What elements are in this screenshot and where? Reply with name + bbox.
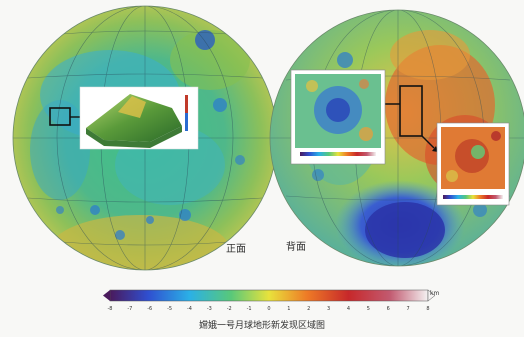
colorbar-tick-label: -5	[167, 306, 173, 312]
colorbar-tick-label: 4	[346, 306, 351, 312]
colorbar-tick-label: -8	[107, 306, 113, 312]
near-side-label: 正面	[226, 244, 246, 255]
colorbar-tick-label: 6	[386, 306, 390, 312]
colorbar-tick-label: -6	[147, 306, 153, 312]
colorbar-tick-label: 7	[406, 306, 410, 312]
colorbar-tick-label: -4	[187, 306, 192, 312]
colorbar-tick-label: -2	[226, 306, 232, 312]
colorbar-unit: km	[430, 290, 440, 297]
colorbar-tick-label: 2	[307, 306, 311, 312]
colorbar-tick-label: 5	[366, 306, 370, 312]
far-side-label: 背面	[286, 242, 306, 253]
colorbar-tick-label: -3	[206, 306, 212, 312]
colorbar-tick-label: -7	[127, 306, 133, 312]
crater-map-inset-right	[436, 122, 510, 206]
crater-map-inset-left	[290, 69, 386, 165]
colorbar-tick-label: 0	[267, 306, 271, 312]
elevation-colorbar	[103, 289, 436, 302]
colorbar-tick-label: 3	[327, 306, 331, 312]
colorbar-tick-label: 8	[426, 306, 430, 312]
colorbar-tick-label: 1	[287, 306, 291, 312]
colorbar-tick-labels: -8 -7 -6 -5 -4 -3 -2 -1 0 1 2 3 4 5 6 7 8	[104, 306, 430, 316]
colorbar-tick-label: -1	[246, 306, 252, 312]
terrain-3d-inset	[79, 86, 199, 150]
figure-caption: 嫦娥一号月球地形新发现区域图	[198, 321, 325, 331]
